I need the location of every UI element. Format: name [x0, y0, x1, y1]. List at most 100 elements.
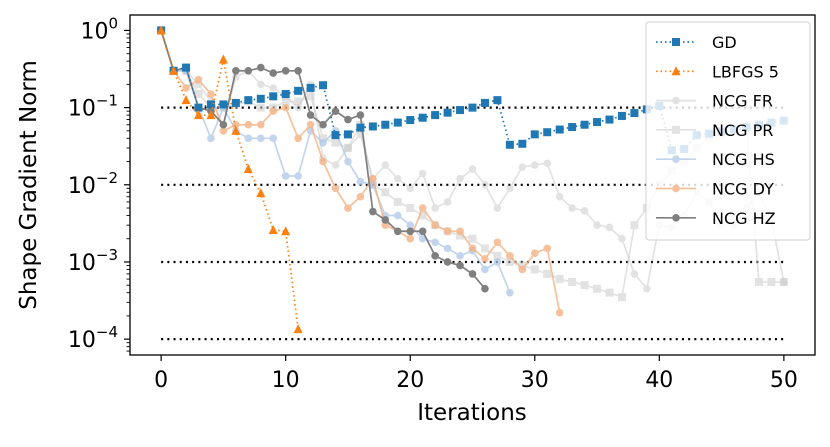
- data-point-ncg-pr: [468, 234, 477, 243]
- legend-swatch-ncg-hz: [656, 214, 696, 222]
- data-point-ncg-pr: [605, 288, 614, 297]
- data-point-gd: [543, 128, 552, 137]
- legend-swatch-marker: [672, 125, 680, 134]
- data-point-gd: [580, 120, 589, 129]
- data-point-ncg-fr: [493, 204, 502, 212]
- data-point-ncg-pr: [281, 97, 290, 106]
- data-point-lbfgs-5: [256, 188, 266, 198]
- legend-swatch-lbfgs-5: [656, 66, 696, 76]
- data-point-ncg-pr: [580, 281, 589, 290]
- legend-swatch-marker: [672, 38, 680, 46]
- data-point-ncg-fr: [269, 84, 278, 92]
- data-point-ncg-dy: [294, 134, 302, 143]
- legend-swatch-ncg-dy: [656, 184, 696, 193]
- data-point-gd: [568, 123, 577, 132]
- data-point-ncg-dy: [356, 192, 365, 201]
- data-point-ncg-fr: [406, 184, 415, 193]
- data-point-ncg-hs: [406, 221, 415, 229]
- data-point-gd: [368, 122, 377, 131]
- data-point-ncg-dy: [281, 103, 290, 112]
- data-point-ncg-dy: [418, 204, 427, 212]
- data-point-gd: [530, 130, 539, 139]
- legend-label: NCG FR: [712, 92, 773, 111]
- data-point-ncg-fr: [256, 80, 265, 89]
- data-point-ncg-pr: [319, 134, 328, 143]
- x-tick-label: 40: [645, 368, 673, 393]
- legend-label: NCG DY: [712, 180, 774, 199]
- data-point-gd: [182, 63, 191, 72]
- y-tick-label: 10−3: [68, 246, 118, 276]
- data-point-gd: [505, 140, 514, 149]
- data-point-ncg-hs: [481, 265, 489, 274]
- data-point-ncg-hs: [207, 134, 215, 143]
- data-point-gd: [480, 98, 489, 107]
- data-point-gd: [244, 96, 253, 105]
- data-point-ncg-dy: [319, 157, 327, 166]
- data-point-ncg-fr: [518, 163, 527, 171]
- data-point-ncg-hz: [468, 270, 477, 278]
- legend-swatch-ncg-hs: [656, 155, 696, 163]
- data-point-lbfgs-5: [156, 25, 166, 35]
- data-point-ncg-fr: [630, 270, 639, 278]
- data-point-gd: [630, 109, 639, 118]
- data-point-gd: [256, 94, 265, 103]
- data-point-ncg-hz: [431, 252, 439, 260]
- data-point-ncg-dy: [269, 107, 278, 115]
- y-tick-label: 10−1: [68, 92, 118, 122]
- data-point-ncg-dy: [344, 204, 352, 212]
- data-point-ncg-hz: [443, 258, 452, 266]
- data-point-ncg-hz: [331, 107, 340, 115]
- data-point-ncg-pr: [505, 257, 514, 266]
- data-point-ncg-hz: [232, 66, 240, 75]
- legend-swatch-ncg-pr: [656, 125, 696, 134]
- data-point-ncg-pr: [194, 90, 203, 99]
- data-point-ncg-dy: [182, 84, 190, 92]
- data-point-ncg-pr: [256, 103, 265, 112]
- data-point-ncg-dy: [443, 227, 452, 236]
- x-tick-label: 20: [396, 368, 424, 393]
- data-point-gd: [393, 118, 402, 127]
- legend-swatch-marker: [672, 155, 680, 163]
- data-point-ncg-pr: [779, 278, 788, 287]
- data-point-ncg-dy: [493, 238, 502, 247]
- data-point-ncg-dy: [481, 254, 489, 263]
- data-point-ncg-dy: [506, 252, 514, 260]
- data-point-lbfgs-5: [281, 226, 291, 236]
- data-point-ncg-hs: [256, 134, 265, 143]
- data-point-gd: [343, 130, 352, 139]
- legend-item-lbfgs-5: LBFGS 5: [656, 62, 779, 81]
- data-point-gd: [194, 103, 203, 112]
- data-point-ncg-dy: [331, 184, 340, 193]
- data-point-gd: [605, 115, 614, 124]
- data-point-ncg-hs: [456, 252, 464, 260]
- data-point-ncg-dy: [219, 127, 228, 135]
- data-point-ncg-hs: [281, 172, 290, 180]
- data-point-ncg-hs: [393, 211, 402, 220]
- legend: GD LBFGS 5 NCG FR NCG PR NCG HS NCG DY NCG HZ: [645, 21, 811, 241]
- data-point-ncg-pr: [568, 278, 577, 287]
- data-point-ncg-hs: [344, 157, 352, 166]
- data-point-ncg-fr: [506, 184, 514, 193]
- data-point-ncg-dy: [555, 308, 564, 317]
- data-point-ncg-hs: [269, 134, 278, 143]
- x-tick-label: 30: [521, 368, 549, 393]
- y-axis: 100 10−1 10−2 10−3 10−4: [68, 14, 130, 353]
- x-tick-label: 10: [272, 368, 300, 393]
- data-point-ncg-pr: [456, 231, 465, 240]
- data-point-ncg-hz: [356, 111, 365, 119]
- legend-swatch-gd: [656, 38, 696, 46]
- data-point-gd: [555, 125, 564, 134]
- data-point-gd: [518, 139, 527, 148]
- legend-item-gd: GD: [656, 33, 737, 52]
- data-point-ncg-hz: [281, 66, 290, 75]
- data-point-ncg-hz: [381, 216, 390, 224]
- data-point-ncg-fr: [618, 234, 626, 243]
- data-point-ncg-pr: [543, 269, 552, 278]
- data-point-ncg-hz: [294, 66, 302, 75]
- data-point-gd: [206, 100, 215, 109]
- data-point-lbfgs-5: [218, 54, 228, 64]
- legend-swatch-ncg-fr: [656, 96, 696, 105]
- data-point-gd: [418, 113, 427, 122]
- data-point-ncg-hs: [319, 138, 327, 147]
- y-axis-title: Shape Gradient Norm: [16, 60, 42, 310]
